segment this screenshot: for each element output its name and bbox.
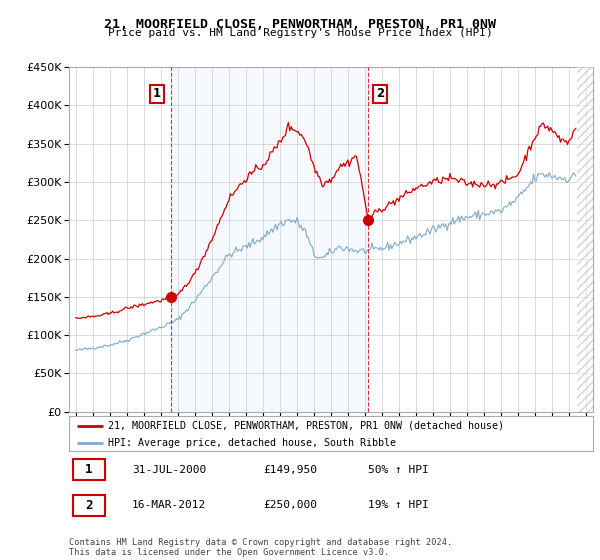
Bar xyxy=(577,67,593,412)
Text: 21, MOORFIELD CLOSE, PENWORTHAM, PRESTON, PR1 0NW: 21, MOORFIELD CLOSE, PENWORTHAM, PRESTON… xyxy=(104,18,496,31)
FancyBboxPatch shape xyxy=(73,494,104,516)
Text: 19% ↑ HPI: 19% ↑ HPI xyxy=(368,500,428,510)
FancyBboxPatch shape xyxy=(73,459,104,480)
Text: Contains HM Land Registry data © Crown copyright and database right 2024.
This d: Contains HM Land Registry data © Crown c… xyxy=(69,538,452,557)
Bar xyxy=(577,67,593,412)
Text: £250,000: £250,000 xyxy=(263,500,317,510)
Text: 2: 2 xyxy=(376,87,385,100)
Text: 16-MAR-2012: 16-MAR-2012 xyxy=(132,500,206,510)
Text: 1: 1 xyxy=(153,87,161,100)
Text: £149,950: £149,950 xyxy=(263,465,317,475)
Bar xyxy=(170,67,368,412)
Text: 21, MOORFIELD CLOSE, PENWORTHAM, PRESTON, PR1 0NW (detached house): 21, MOORFIELD CLOSE, PENWORTHAM, PRESTON… xyxy=(108,421,504,431)
Text: Price paid vs. HM Land Registry's House Price Index (HPI): Price paid vs. HM Land Registry's House … xyxy=(107,28,493,38)
Text: 2: 2 xyxy=(85,498,92,512)
Text: 31-JUL-2000: 31-JUL-2000 xyxy=(132,465,206,475)
Text: 50% ↑ HPI: 50% ↑ HPI xyxy=(368,465,428,475)
Text: HPI: Average price, detached house, South Ribble: HPI: Average price, detached house, Sout… xyxy=(108,438,396,448)
Text: 1: 1 xyxy=(85,463,92,476)
